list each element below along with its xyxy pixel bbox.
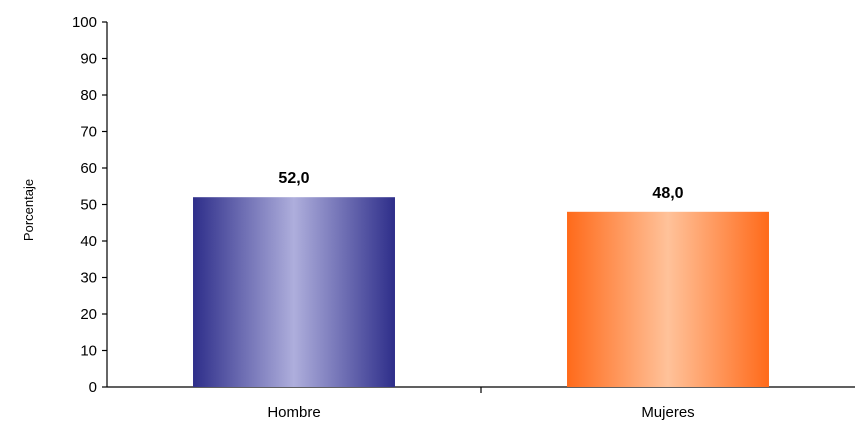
x-axis	[107, 386, 855, 393]
y-tick-label: 50	[80, 197, 97, 214]
category-labels: Hombre Mujeres	[267, 404, 694, 421]
y-tick-label: 90	[80, 51, 97, 68]
y-axis: 0 10 20 30 40 50 60 70 80 90 100	[72, 14, 108, 396]
y-tick-label: 30	[80, 270, 97, 287]
y-tick-label: 100	[72, 14, 97, 31]
y-tick-label: 40	[80, 233, 97, 250]
data-labels: 52,0 48,0	[278, 170, 683, 202]
y-tick-label: 70	[80, 124, 97, 141]
y-tick-label: 0	[89, 379, 97, 396]
y-tick-label: 80	[80, 87, 97, 104]
bar-hombre	[193, 197, 395, 387]
data-label-mujeres: 48,0	[652, 185, 683, 202]
category-label-mujeres: Mujeres	[641, 404, 694, 421]
y-tick-label: 60	[80, 160, 97, 177]
data-label-hombre: 52,0	[278, 170, 309, 187]
y-axis-label: Porcentaje	[21, 179, 36, 241]
y-tick-label: 20	[80, 306, 97, 323]
bar-mujeres	[567, 211, 769, 387]
y-tick-label: 10	[80, 343, 97, 360]
category-label-hombre: Hombre	[267, 404, 320, 421]
bars	[193, 197, 769, 387]
